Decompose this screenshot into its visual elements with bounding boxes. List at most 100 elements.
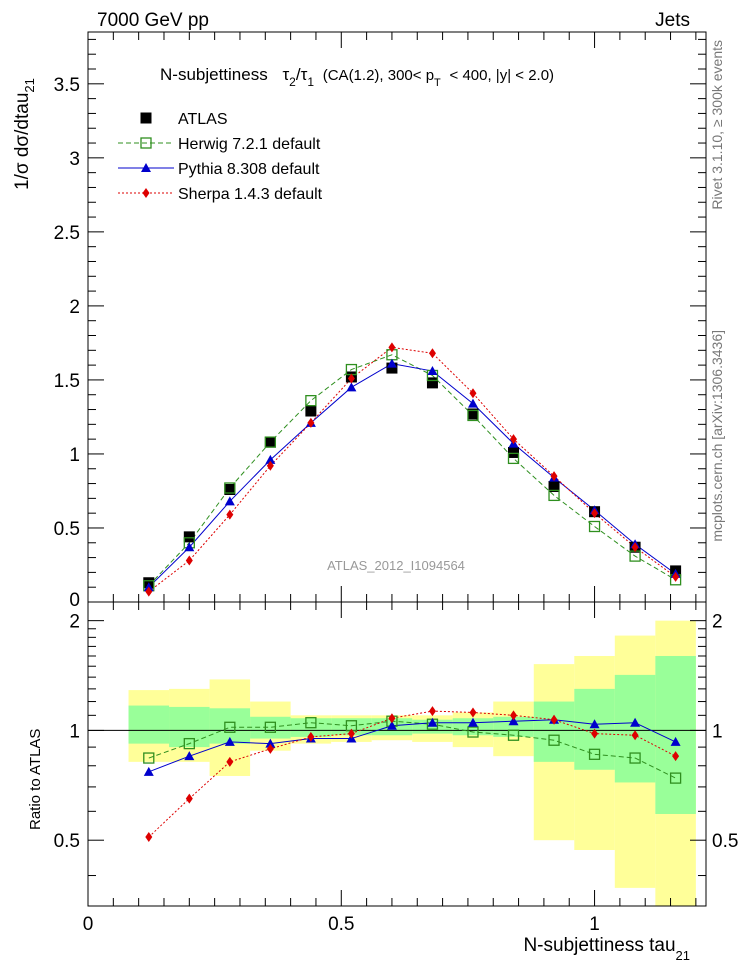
atlas-point [264,436,276,448]
sherpa-ratio-point [672,751,680,762]
sherpa-point [428,348,436,359]
ratio-frame [87,601,707,907]
y-tick-label-zero: 0 [69,590,80,611]
pythia-ratio-point [224,736,235,746]
pythia-ratio-point [265,738,276,748]
ratio-y-tick-label-right: 0.5 [712,831,738,852]
atlas-point [224,483,236,495]
sherpa-ratio-point [469,707,477,718]
sherpa-ratio-point [266,743,274,754]
chart-title: N-subjettiness τ2/τ1 (CA(1.2), 300< pT <… [160,65,554,90]
atlas-point [508,446,520,458]
uncertainty-band-inner [533,701,575,762]
uncertainty-band-inner [331,718,372,736]
herwig-ratio-point [669,772,682,784]
sherpa-ratio-point [226,756,234,767]
atlas-point [305,405,317,417]
y-axis-label: 1/σ dσ/dtau21 [12,78,37,190]
pythia-point [265,454,276,464]
legend-marker [142,188,150,198]
pythia-point [224,496,235,506]
pythia-ratio-point [467,717,478,727]
uncertainty-band-inner [128,705,170,744]
x-tick-label: 0.5 [328,914,354,935]
y-tick-label: 3.5 [54,75,80,96]
atlas-point [426,377,438,389]
sherpa-ratio-line [148,710,676,838]
y-tick-label: 2.5 [54,223,80,244]
pythia-point [467,398,478,408]
sherpa-point [266,460,274,471]
ratio-y-tick-label-right: 2 [712,612,723,633]
herwig-ratio-point [183,737,195,750]
y-tick-label: 0.5 [54,519,80,540]
sherpa-point [550,471,558,482]
sherpa-ratio-point [307,731,315,742]
pythia-ratio-point [670,736,681,746]
ratio-y-tick-label: 2 [69,612,80,633]
herwig-point [467,409,479,422]
process-label: Jets [655,10,690,31]
legend-item-pythia: Pythia 8.308 default [118,161,320,178]
atlas-point [467,408,479,420]
sherpa-ratio-point [388,713,396,724]
pythia-ratio-point [427,717,438,727]
sherpa-point [591,508,599,519]
pythia-point [184,542,195,552]
pythia-ratio-point [508,716,519,726]
sherpa-ratio-point [510,710,518,721]
legend-label: Herwig 7.2.1 default [178,136,321,153]
sherpa-ratio-point [428,706,436,717]
atlas-point [183,531,195,543]
legend-label: Pythia 8.308 default [178,161,320,178]
pythia-ratio-point [630,717,641,727]
sherpa-point [388,342,396,353]
uncertainty-band-inner [250,716,291,739]
pythia-ratio-point [184,751,195,761]
ratio-y-axis-label: Ratio to ATLAS [27,729,44,830]
herwig-ratio-line [148,720,676,779]
pythia-ratio-line [148,719,676,773]
sherpa-ratio-point [185,793,193,804]
x-tick-label: 1 [589,914,600,935]
rivet-info: Rivet 3.1.10, ≥ 300k events [709,40,725,210]
legend-item-atlas: ATLAS [140,111,228,128]
sherpa-point [347,373,355,384]
herwig-point [224,482,236,494]
atlas-point [386,362,398,374]
y-tick-label: 1 [69,445,80,466]
sherpa-line [148,346,676,593]
legend-marker [141,163,151,172]
x-tick-label: 0 [83,914,94,935]
herwig-point [548,489,560,502]
pythia-point [427,366,438,376]
sherpa-ratio-point [591,728,599,739]
pythia-point [346,382,357,392]
ratio-panel: 0.5 0.5 1 1 2 2 0 0.5 1 Ratio to ATLAS N-subjett… [27,601,738,963]
herwig-ratio-point [143,752,155,764]
legend-marker [140,112,152,124]
sherpa-point [185,555,193,566]
sherpa-ratio-point [145,832,153,843]
collision-label: 7000 GeV pp [97,10,209,31]
herwig-ratio-point [588,748,601,760]
pythia-ratio-point [143,766,154,776]
herwig-ratio-point [305,717,317,729]
y-tick-label: 1.5 [54,371,80,392]
herwig-ratio-point [507,729,520,741]
herwig-ratio-point [548,734,560,746]
legend-item-herwig: Herwig 7.2.1 default [118,136,321,153]
sherpa-point [145,586,153,597]
herwig-point [305,394,317,407]
legend-marker [140,137,152,149]
ratio-y-tick-label: 0.5 [54,831,80,852]
herwig-ratio-point [224,721,236,733]
mcplots-info: mcplots.cern.ch [arXiv:1306.3436] [709,330,725,542]
y-tick-label: 2 [69,297,80,318]
pythia-point [386,358,397,368]
sherpa-point [631,542,639,553]
pythia-ratio-point [386,720,397,730]
sherpa-ratio-point [347,728,355,739]
sherpa-point [226,509,234,520]
